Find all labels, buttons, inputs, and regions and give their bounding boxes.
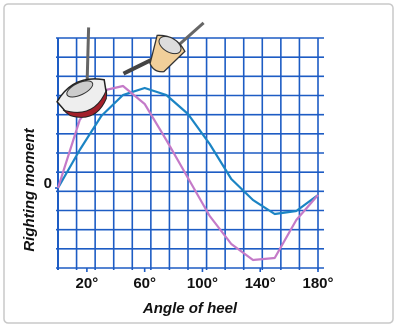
y-tick-label: 0 [44,175,52,192]
x-tick-label: 20° [76,275,99,292]
x-tick-label: 60° [133,275,156,292]
x-tick-label: 100° [187,275,218,292]
boat-icon-capsized [122,21,205,76]
series-line [57,86,319,216]
x-tick-label: 180° [302,275,333,292]
x-tick-label: 140° [245,275,276,292]
grid [56,37,324,270]
y-axis-label: Righting moment [21,127,38,251]
boat-icon-heeled [56,27,108,118]
x-axis-label: Angle of heel [142,300,238,317]
